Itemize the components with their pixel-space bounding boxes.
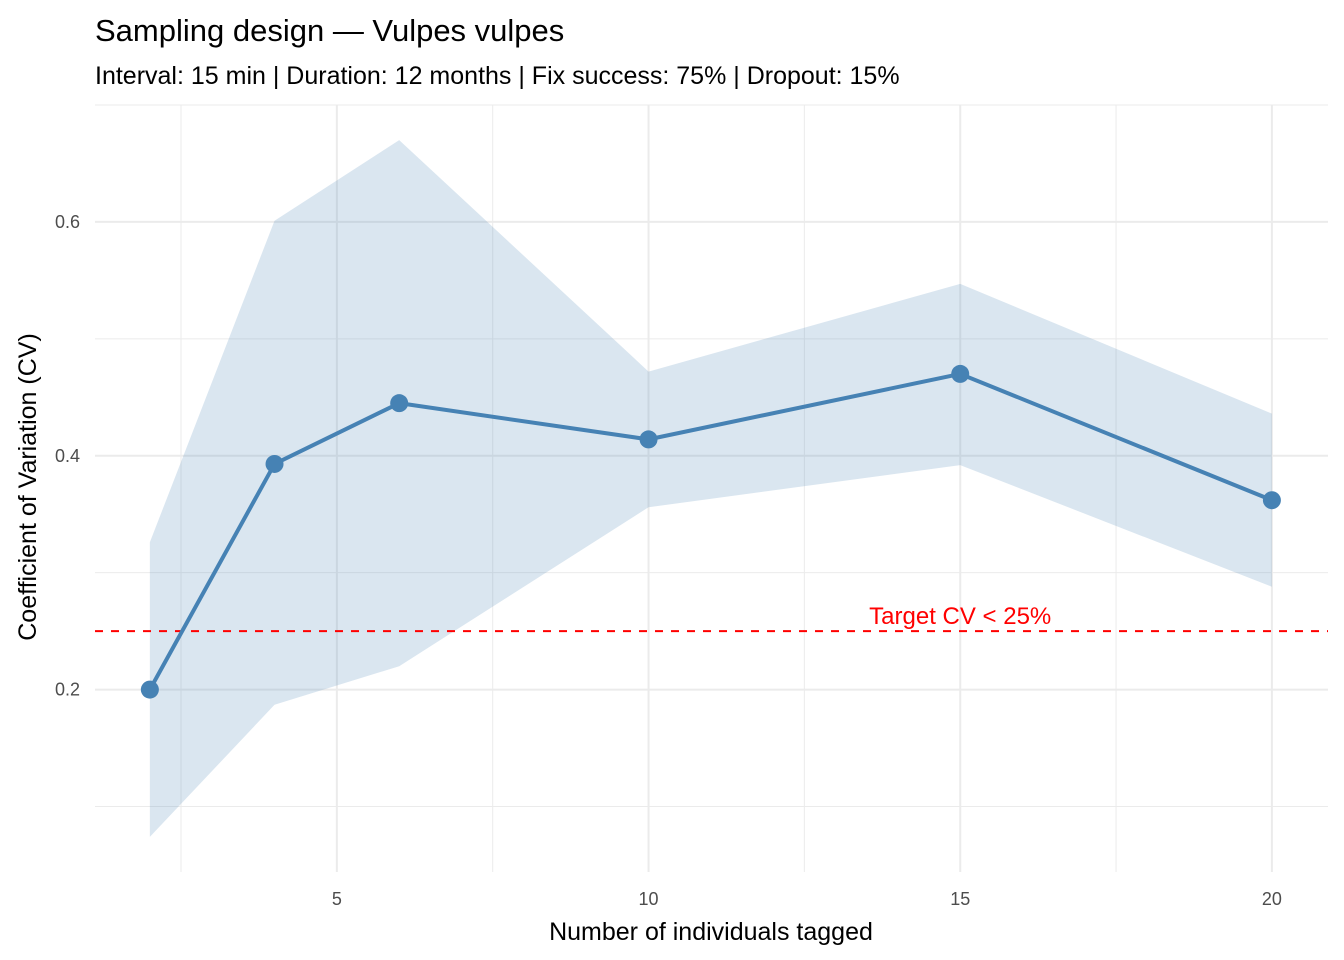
data-point: [1262, 491, 1281, 510]
series-cv: [140, 364, 1281, 699]
y-tick-label: 0.2: [55, 680, 80, 700]
chart-subtitle: Interval: 15 min | Duration: 12 months |…: [95, 62, 900, 90]
chart-title: Sampling design — Vulpes vulpes: [95, 13, 564, 48]
y-tick-label: 0.4: [55, 446, 80, 466]
data-point: [390, 394, 409, 413]
grid: [95, 104, 1328, 872]
x-axis-title: Number of individuals tagged: [549, 918, 873, 946]
y-axis-tick-labels: 0.2 0.4 0.6: [55, 212, 80, 700]
data-point: [140, 680, 159, 699]
x-tick-label: 15: [950, 889, 970, 909]
series-line: [148, 371, 1273, 691]
y-tick-label: 0.6: [55, 212, 80, 232]
data-point: [951, 364, 970, 383]
x-tick-label: 5: [332, 889, 342, 909]
x-tick-label: 10: [639, 889, 659, 909]
data-point: [265, 454, 284, 473]
x-tick-label: 20: [1262, 889, 1282, 909]
x-axis-tick-labels: 5 10 15 20: [332, 889, 1282, 909]
data-point: [639, 430, 658, 449]
target-cv-annotation: Target CV < 25%: [869, 603, 1051, 630]
y-axis-title: Coefficient of Variation (CV): [14, 333, 42, 641]
confidence-ribbon: [149, 140, 1272, 837]
